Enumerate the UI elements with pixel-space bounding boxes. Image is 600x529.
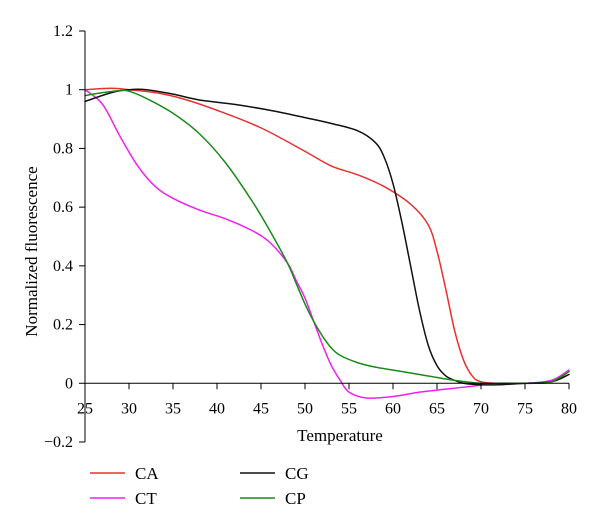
legend-label-ct: CT <box>135 489 157 508</box>
legend: CA CT CG CP <box>90 464 309 508</box>
legend-label-ca: CA <box>135 464 159 483</box>
x-tick-label: 30 <box>121 400 137 417</box>
series-line-cg <box>84 88 570 386</box>
x-tick-label: 75 <box>517 400 533 417</box>
y-tick-label: 0.8 <box>53 140 73 157</box>
y-tick-label: 1 <box>65 82 73 99</box>
axes-layer <box>84 31 569 442</box>
x-tick-label: 35 <box>165 400 181 417</box>
y-tick-label: 0 <box>65 375 73 392</box>
legend-label-cg: CG <box>285 464 309 483</box>
x-tick-label: 50 <box>297 400 313 417</box>
series-line-ca <box>84 87 570 385</box>
x-tick-label: 40 <box>209 400 225 417</box>
y-tick-label: 0.2 <box>53 317 73 334</box>
y-axis-title: Normalized fluorescence <box>22 166 41 336</box>
series-line-ct <box>84 88 570 399</box>
x-tick-label: 60 <box>385 400 401 417</box>
x-axis-title: Temperature <box>297 426 383 445</box>
x-tick-label: 65 <box>429 400 445 417</box>
y-tick-label: −0.2 <box>44 434 73 451</box>
x-tick-label: 80 <box>561 400 577 417</box>
y-tick-label: 0.4 <box>53 258 73 275</box>
series-layer <box>84 87 570 399</box>
y-tick-label: 0.6 <box>53 199 73 216</box>
ticks-layer: −0.2 0 0.2 0.4 0.6 0.8 1 1.2 25 30 35 40 45 50 55 60 65 7… <box>44 23 577 451</box>
series-line-cp <box>84 89 570 385</box>
x-tick-label: 45 <box>253 400 269 417</box>
x-tick-label: 55 <box>341 400 357 417</box>
y-tick-label: 1.2 <box>53 23 73 40</box>
legend-label-cp: CP <box>285 489 306 508</box>
x-tick-label: 25 <box>77 400 93 417</box>
x-tick-label: 70 <box>473 400 489 417</box>
